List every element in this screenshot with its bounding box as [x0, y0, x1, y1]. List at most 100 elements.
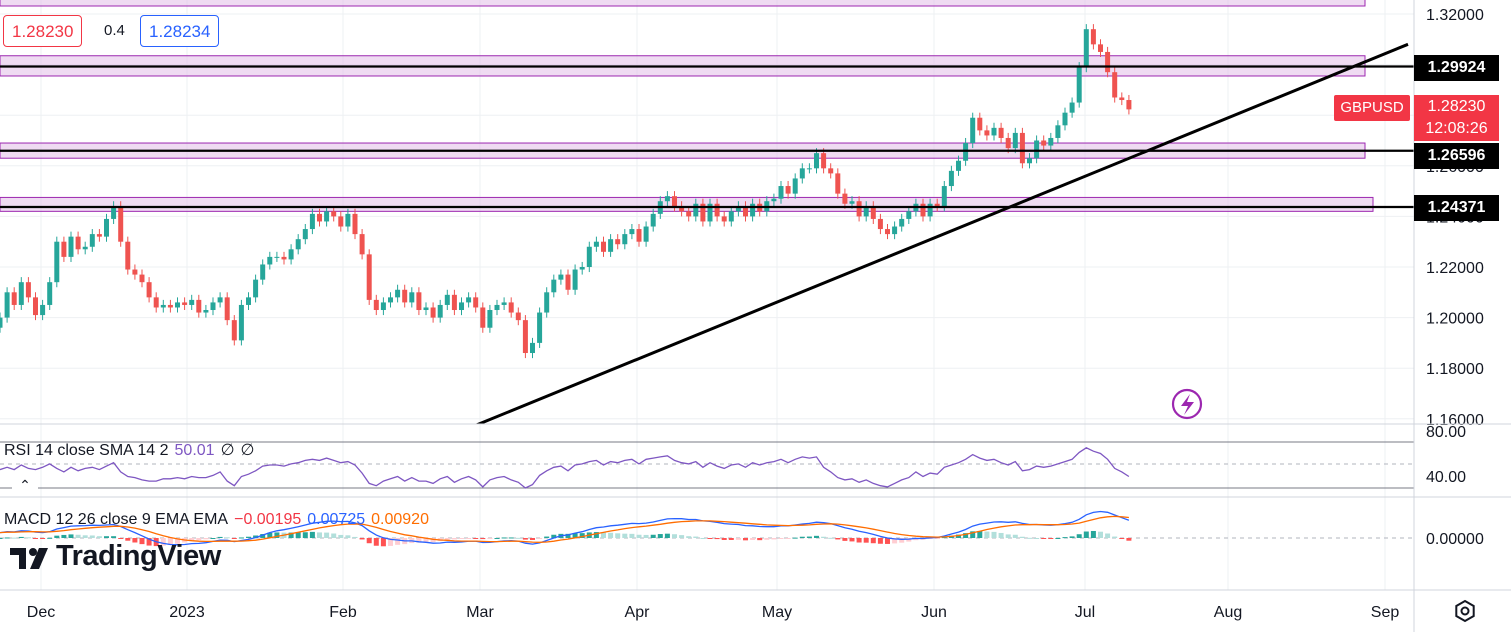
macd-hist-bar-16 — [111, 536, 117, 538]
candle-22 — [153, 297, 159, 308]
candle-61 — [430, 307, 436, 318]
current-price: 1.28230 — [1427, 98, 1486, 115]
candle-8 — [54, 241, 60, 283]
macd-hist-bar-18 — [125, 538, 131, 541]
macd-hist-bar-144 — [1019, 536, 1025, 538]
macd-hist-bar-28 — [196, 538, 202, 541]
ask-price[interactable]: 1.28234 — [140, 15, 220, 47]
candle-136 — [963, 143, 969, 161]
candle-158 — [1119, 97, 1125, 101]
candle-66 — [466, 297, 472, 303]
candle-144 — [1019, 132, 1025, 164]
settings-icon[interactable] — [1452, 598, 1478, 624]
macd-hist-bar-103 — [728, 538, 734, 540]
candle-103 — [728, 211, 734, 222]
macd-hist-bar-69 — [487, 538, 493, 539]
candle-99 — [700, 203, 706, 222]
macd-tick-0: 0.00000 — [1426, 531, 1484, 548]
candle-36 — [253, 279, 259, 298]
macd-hist-bar-149 — [1055, 538, 1061, 539]
rsi-legend[interactable]: RSI 14 close SMA 14 2 50.01 ∅ ∅ — [4, 440, 260, 460]
spread-value: 0.4 — [104, 22, 125, 39]
candle-80 — [565, 274, 571, 290]
macd-hist-bar-139 — [984, 531, 990, 538]
macd-hist-bar-8 — [54, 535, 60, 538]
macd-hist-bar-15 — [104, 536, 109, 538]
candle-11 — [75, 236, 81, 250]
candle-96 — [679, 206, 685, 212]
macd-hist-bar-104 — [735, 538, 741, 540]
logo-text: TradingView — [56, 540, 221, 572]
candle-86 — [608, 239, 614, 252]
macd-hist-bar-20 — [139, 538, 145, 545]
chevron-up-icon[interactable]: ⌃ — [12, 474, 38, 496]
candle-145 — [1027, 158, 1032, 164]
lightning-icon[interactable] — [1171, 388, 1203, 420]
x-tick-1: 2023 — [169, 604, 205, 621]
level-tag-1: 1.29924 — [1414, 55, 1499, 81]
macd-hist-bar-138 — [977, 530, 983, 538]
x-tick-0: Dec — [27, 604, 55, 621]
candle-74 — [522, 320, 528, 354]
candle-48 — [338, 216, 344, 227]
macd-hist-bar-100 — [707, 538, 713, 539]
candle-110 — [778, 186, 784, 199]
macd-hist-bar-129 — [913, 538, 919, 541]
zone-top — [0, 0, 1366, 7]
macd-hist-bar-67 — [473, 538, 479, 539]
macd-hist-bar-150 — [1062, 537, 1068, 539]
candle-2 — [11, 292, 17, 305]
candle-16 — [111, 206, 117, 219]
x-tick-7: Jul — [1075, 604, 1095, 621]
candle-46 — [324, 211, 330, 222]
x-tick-4: Apr — [625, 604, 651, 621]
macd-title: MACD 12 26 close 9 EMA EMA — [4, 511, 229, 528]
macd-hist-bar-152 — [1076, 534, 1082, 538]
candle-141 — [998, 127, 1004, 138]
macd-hist-bar-155 — [1098, 531, 1103, 538]
macd-hist-bar-127 — [899, 538, 905, 543]
y-tick-0: 1.16000 — [1426, 412, 1484, 429]
candle-89 — [629, 229, 635, 235]
macd-hist-bar-54 — [380, 538, 386, 547]
x-tick-6: Jun — [921, 604, 947, 621]
candle-137 — [970, 117, 976, 144]
macd-hist-bar-142 — [1005, 534, 1011, 538]
candle-65 — [459, 302, 464, 311]
symbol-tag: GBPUSD — [1334, 95, 1410, 121]
candle-71 — [501, 302, 507, 305]
macd-hist-bar-77 — [544, 536, 550, 538]
candle-102 — [721, 216, 727, 222]
macd-hist-bar-101 — [714, 538, 720, 540]
macd-hist-bar-98 — [693, 536, 699, 538]
macd-signal-line — [0, 515, 1129, 543]
macd-hist-bar-121 — [856, 538, 862, 543]
macd-hist-bar-140 — [991, 531, 997, 538]
macd-hist-bar-44 — [309, 531, 315, 538]
macd-hist-bar-13 — [89, 535, 95, 538]
candle-31 — [217, 297, 223, 303]
macd-legend[interactable]: MACD 12 26 close 9 EMA EMA −0.00195 0.0072… — [4, 511, 435, 529]
macd-hist-bar-27 — [189, 538, 195, 541]
tradingview-logo[interactable]: TradingView — [8, 540, 221, 573]
candle-15 — [104, 218, 109, 237]
macd-hist-bar-89 — [629, 533, 635, 538]
macd-hist-bar-32 — [224, 537, 230, 539]
macd-hist-bar-29 — [203, 538, 209, 540]
candle-62 — [437, 304, 443, 318]
macd-hist-bar-99 — [700, 538, 706, 539]
macd-hist-bar-114 — [806, 536, 812, 538]
macd-hist-bar-124 — [877, 538, 883, 544]
macd-hist-bar-25 — [175, 538, 180, 544]
macd-hist-bar-122 — [863, 538, 869, 543]
macd-hist-bar-74 — [522, 538, 528, 540]
rsi-tick-0: 80.00 — [1426, 424, 1466, 441]
candle-126 — [892, 226, 898, 235]
candle-100 — [707, 203, 713, 222]
macd-hist-bar-125 — [885, 538, 890, 544]
candle-92 — [650, 213, 656, 227]
macd-hist-bar-153 — [1083, 531, 1089, 538]
rsi-pane: 80.00 40.00 — [0, 424, 1466, 489]
bid-price[interactable]: 1.28230 — [3, 15, 83, 47]
